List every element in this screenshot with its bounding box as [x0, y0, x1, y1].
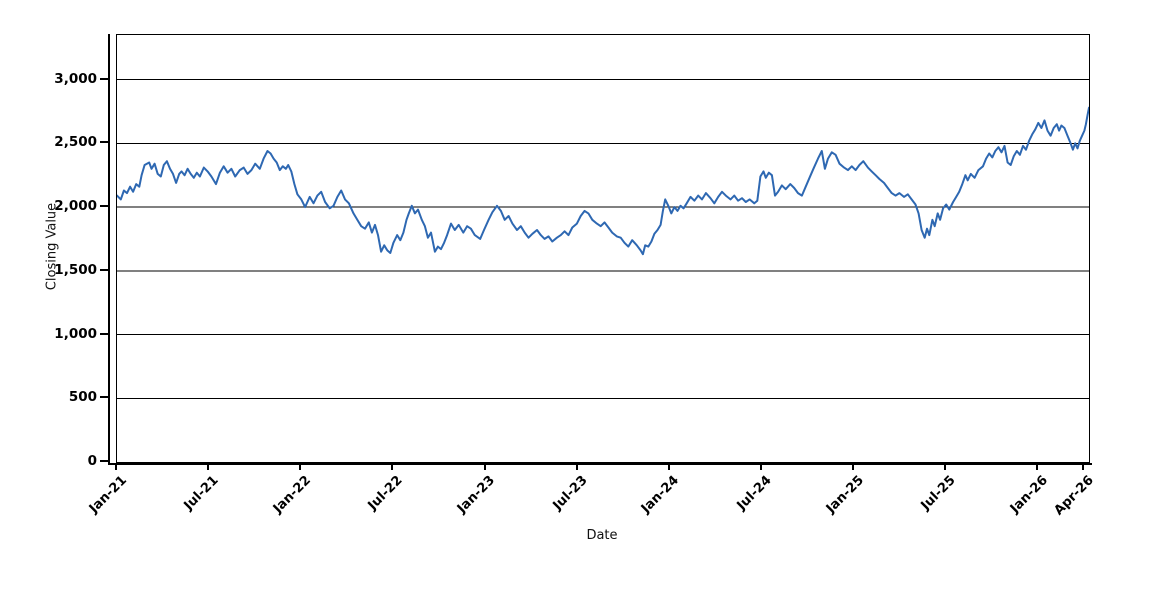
y-axis-line	[108, 34, 110, 465]
x-tick-label: Jul-24	[734, 473, 775, 514]
x-tick-label: Jul-25	[918, 473, 959, 514]
x-tick-label: Jul-23	[549, 473, 591, 514]
x-tick-mark	[667, 463, 670, 470]
y-tick-label: 1,000	[54, 325, 97, 342]
x-tick-label: Jan-21	[86, 473, 130, 517]
y-tick-mark	[100, 460, 108, 462]
y-tick-label: 500	[68, 389, 97, 406]
x-tick-mark	[1082, 463, 1085, 470]
x-tick-label: Apr-26	[1051, 473, 1098, 519]
y-tick-mark	[100, 396, 108, 399]
x-tick-label: Jan-26	[1007, 473, 1051, 517]
y-tick-mark	[100, 268, 108, 271]
closing-value-line	[117, 106, 1089, 256]
x-tick-label: Jan-24	[639, 473, 683, 517]
x-tick-label: Jul-22	[365, 473, 407, 514]
x-axis-line	[108, 463, 1092, 465]
y-tick-label: 2,000	[54, 198, 97, 215]
x-tick-mark	[115, 463, 117, 470]
y-tick-label: 3,000	[54, 70, 97, 87]
y-tick-mark	[100, 205, 108, 208]
plot-area	[116, 34, 1090, 463]
y-tick-label: 1,500	[54, 261, 97, 278]
x-tick-mark	[207, 463, 210, 470]
x-tick-mark	[759, 463, 762, 470]
x-tick-mark	[483, 463, 486, 470]
x-tick-mark	[1036, 463, 1039, 470]
x-tick-label: Jan-22	[270, 473, 314, 517]
x-tick-mark	[944, 463, 947, 470]
y-tick-mark	[100, 332, 108, 335]
x-tick-label: Jul-21	[181, 473, 222, 514]
x-tick-mark	[575, 463, 578, 470]
x-tick-mark	[391, 463, 394, 470]
x-tick-mark	[299, 463, 302, 470]
y-tick-label: 0	[87, 453, 97, 469]
y-tick-mark	[100, 77, 108, 80]
x-tick-mark	[852, 463, 855, 470]
x-axis-title: Date	[586, 528, 618, 543]
y-tick-label: 2,500	[54, 134, 97, 151]
x-tick-label: Jan-23	[454, 473, 499, 517]
x-tick-label: Jan-25	[823, 473, 867, 517]
plot-svg	[117, 79, 1089, 399]
gridlines	[117, 79, 1089, 399]
y-tick-mark	[100, 141, 108, 144]
